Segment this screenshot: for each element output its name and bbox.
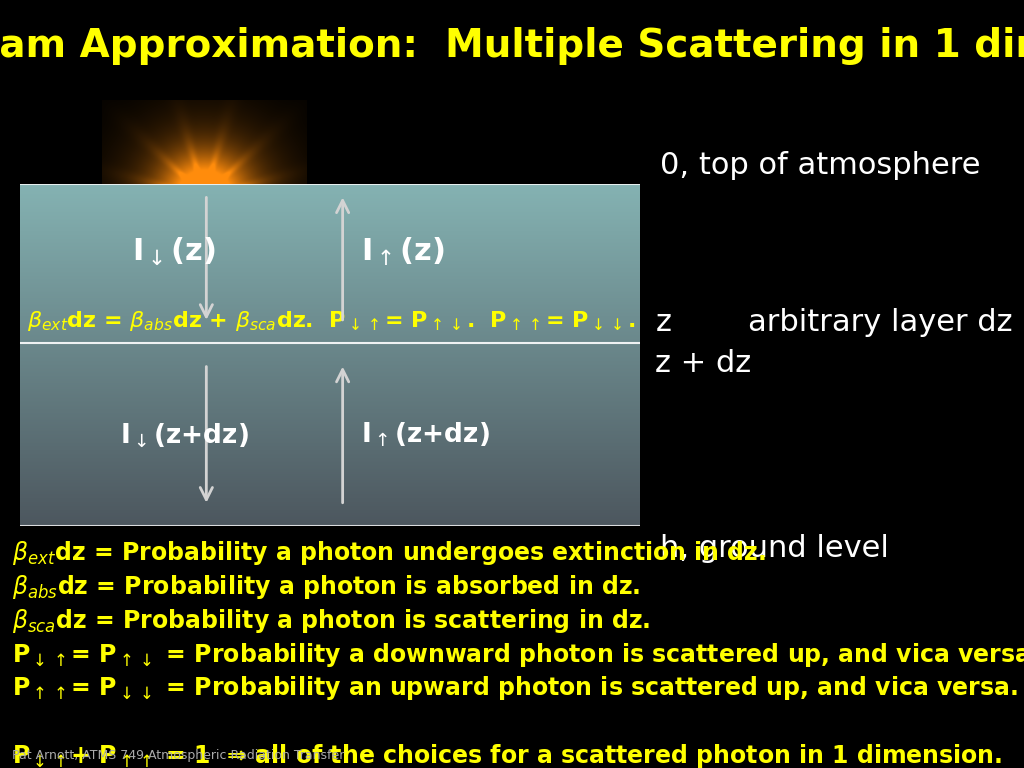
Text: Two Stream Approximation:  Multiple Scattering in 1 dimension.: Two Stream Approximation: Multiple Scatt… <box>0 27 1024 65</box>
Text: $\beta_{sca}$dz = Probability a photon is scattering in dz.: $\beta_{sca}$dz = Probability a photon i… <box>12 607 650 634</box>
Text: $\beta_{ext}$dz = $\beta_{abs}$dz + $\beta_{sca}$dz.  P$_{\downarrow\uparrow}$= : $\beta_{ext}$dz = $\beta_{abs}$dz + $\be… <box>27 310 635 333</box>
Text: Pat Arnott, ATMS 749 Atmospheric Radiation Transfer: Pat Arnott, ATMS 749 Atmospheric Radiati… <box>12 749 345 762</box>
Text: $\beta_{abs}$dz = Probability a photon is absorbed in dz.: $\beta_{abs}$dz = Probability a photon i… <box>12 573 641 601</box>
Text: $\beta_{ext}$dz = Probability a photon undergoes extinction in dz.: $\beta_{ext}$dz = Probability a photon u… <box>12 539 766 567</box>
Text: I$_\uparrow$(z+dz): I$_\uparrow$(z+dz) <box>361 420 490 449</box>
Text: I$_\uparrow$(z): I$_\uparrow$(z) <box>361 236 445 268</box>
Text: I$_\downarrow$(z+dz): I$_\downarrow$(z+dz) <box>120 421 249 449</box>
Text: h, ground level: h, ground level <box>660 534 890 563</box>
Text: z + dz: z + dz <box>655 349 752 379</box>
Text: 0, top of atmosphere: 0, top of atmosphere <box>660 151 981 180</box>
Text: z: z <box>655 308 672 337</box>
Text: arbitrary layer dz: arbitrary layer dz <box>748 308 1012 337</box>
Text: I$_\downarrow$(z): I$_\downarrow$(z) <box>132 236 216 268</box>
Text: P$_{\downarrow\uparrow}$= P$_{\uparrow\downarrow}$ = Probability a downward phot: P$_{\downarrow\uparrow}$= P$_{\uparrow\d… <box>12 641 1024 668</box>
Text: P$_{\downarrow\uparrow}$+ P$_{\uparrow\uparrow}$ = 1  ⇒ all of the choices for a: P$_{\downarrow\uparrow}$+ P$_{\uparrow\u… <box>12 742 1002 768</box>
Text: P$_{\uparrow\uparrow}$= P$_{\downarrow\downarrow}$ = Probability an upward photo: P$_{\uparrow\uparrow}$= P$_{\downarrow\d… <box>12 674 1018 702</box>
